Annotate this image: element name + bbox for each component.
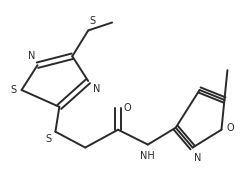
Text: O: O [226,123,234,133]
Text: NH: NH [140,150,155,161]
Text: N: N [93,84,100,94]
Text: S: S [89,15,95,26]
Text: S: S [10,85,17,95]
Text: S: S [45,134,51,144]
Text: N: N [194,152,201,163]
Text: O: O [123,103,131,113]
Text: N: N [28,51,35,61]
